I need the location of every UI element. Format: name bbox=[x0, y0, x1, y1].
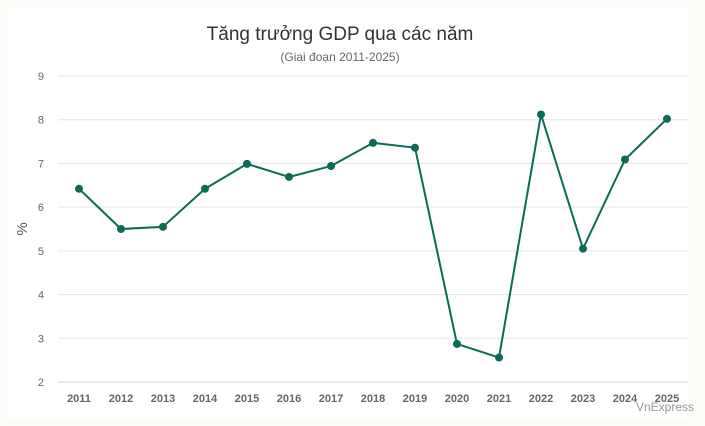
data-point[interactable] bbox=[285, 172, 293, 181]
x-tick-label: 2011 bbox=[67, 393, 91, 405]
y-tick-label: 3 bbox=[38, 333, 44, 345]
series-line bbox=[78, 113, 668, 359]
data-point[interactable] bbox=[327, 162, 335, 171]
data-point[interactable] bbox=[453, 339, 461, 348]
x-tick-label: 2015 bbox=[235, 393, 259, 405]
y-tick-label: 9 bbox=[38, 71, 44, 83]
y-axis-ticks: 2 3 4 5 6 7 8 9 bbox=[38, 71, 44, 389]
y-tick-label: 4 bbox=[38, 290, 44, 302]
y-tick-label: 6 bbox=[38, 202, 44, 214]
chart-subtitle: (Giai đoạn 2011-2025) bbox=[280, 50, 400, 64]
data-point[interactable] bbox=[369, 138, 377, 147]
x-axis-ticks: 2011 2012 2013 2014 2015 2016 2017 2018 2019 2020… bbox=[67, 393, 679, 405]
data-point[interactable] bbox=[117, 225, 125, 233]
y-tick-label: 7 bbox=[38, 158, 44, 170]
x-tick-label: 2018 bbox=[361, 393, 385, 405]
data-point[interactable] bbox=[579, 244, 587, 253]
x-tick-label: 2012 bbox=[109, 393, 133, 405]
y-axis-label: % bbox=[14, 222, 31, 235]
grid-lines bbox=[58, 75, 688, 383]
data-point[interactable] bbox=[621, 155, 629, 164]
x-tick-label: 2016 bbox=[277, 393, 301, 405]
y-tick-label: 2 bbox=[38, 377, 44, 389]
x-tick-label: 2013 bbox=[151, 393, 175, 405]
data-point[interactable] bbox=[159, 222, 167, 231]
data-point[interactable] bbox=[75, 184, 83, 193]
chart-title: Tăng trưởng GDP qua các năm bbox=[206, 24, 474, 45]
data-point[interactable] bbox=[243, 159, 251, 168]
x-tick-label: 2019 bbox=[403, 393, 427, 405]
series-layer bbox=[75, 110, 671, 362]
data-point[interactable] bbox=[495, 353, 503, 362]
x-tick-label: 2017 bbox=[319, 393, 343, 405]
data-point[interactable] bbox=[663, 114, 671, 123]
data-point[interactable] bbox=[201, 184, 209, 193]
x-tick-label: 2020 bbox=[445, 393, 469, 405]
y-tick-label: 5 bbox=[38, 246, 44, 258]
data-point[interactable] bbox=[411, 143, 419, 152]
source-credit: VnExpress bbox=[635, 400, 694, 414]
data-point[interactable] bbox=[537, 110, 545, 119]
x-tick-label: 2025 bbox=[655, 393, 679, 405]
x-tick-label: 2014 bbox=[193, 393, 218, 405]
x-tick-label: 2024 bbox=[613, 393, 638, 405]
x-tick-label: 2022 bbox=[529, 393, 553, 405]
x-tick-label: 2021 bbox=[487, 393, 511, 405]
y-tick-label: 8 bbox=[38, 115, 44, 127]
x-tick-label: 2023 bbox=[571, 393, 595, 405]
